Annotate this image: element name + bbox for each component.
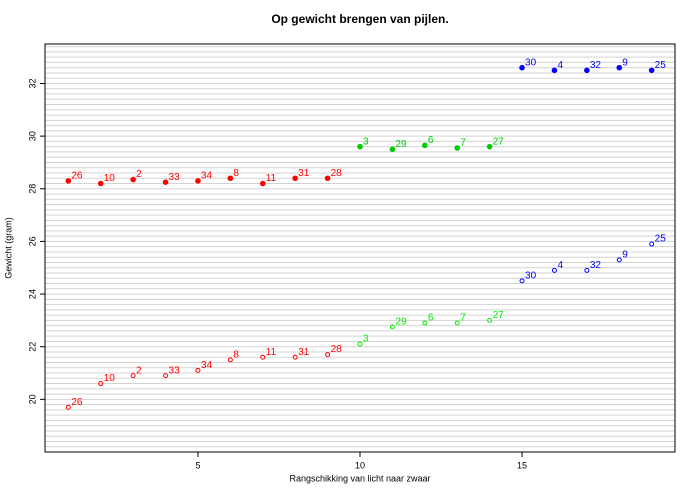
y-tick-label: 22 xyxy=(27,342,37,352)
point-label: 11 xyxy=(266,173,277,184)
point-label: 10 xyxy=(104,373,116,384)
point xyxy=(98,381,104,387)
plot-frame xyxy=(44,43,676,453)
point-label: 27 xyxy=(493,310,505,321)
point-label: 26 xyxy=(71,397,83,408)
point-label: 4 xyxy=(557,260,563,271)
point-label: 3 xyxy=(363,136,369,147)
point xyxy=(519,278,525,284)
chart-title: Op gewicht brengen van pijlen. xyxy=(271,12,448,26)
y-tick-label: 26 xyxy=(27,236,37,246)
point-label: 32 xyxy=(590,60,602,71)
point xyxy=(324,175,331,182)
point-label: 29 xyxy=(395,139,407,150)
point-label: 32 xyxy=(590,260,602,271)
point xyxy=(130,176,136,183)
x-tick-label: 15 xyxy=(517,460,527,470)
x-tick-label: 5 xyxy=(195,460,200,470)
point-label: 33 xyxy=(169,365,181,376)
point xyxy=(422,142,428,149)
point xyxy=(389,324,395,330)
point-label: 30 xyxy=(525,271,537,282)
point-label: 31 xyxy=(298,168,310,179)
point xyxy=(292,354,298,360)
point-label: 31 xyxy=(298,347,310,358)
point-label: 9 xyxy=(622,249,628,260)
point xyxy=(65,178,72,184)
point xyxy=(389,146,396,153)
y-tick-label: 20 xyxy=(27,394,37,404)
point xyxy=(519,64,525,71)
y-tick-label: 24 xyxy=(27,289,37,299)
point xyxy=(97,180,104,187)
point xyxy=(130,373,136,379)
point xyxy=(454,145,461,151)
point-label: 9 xyxy=(622,57,628,68)
point-label: 7 xyxy=(460,313,466,324)
point-label: 11 xyxy=(266,347,277,358)
point-label: 33 xyxy=(169,172,181,183)
point xyxy=(486,143,493,150)
point xyxy=(422,320,428,326)
point xyxy=(227,175,234,182)
point xyxy=(260,354,266,360)
x-tick-label: 10 xyxy=(355,460,365,470)
point xyxy=(551,67,558,74)
point-label: 28 xyxy=(331,168,343,179)
x-axis-label: Rangschikking van licht naar zwaar xyxy=(289,473,430,483)
point xyxy=(584,267,590,273)
point xyxy=(551,267,557,273)
point-label: 3 xyxy=(363,334,369,345)
point xyxy=(616,64,623,71)
point xyxy=(357,143,363,150)
point-label: 30 xyxy=(525,57,537,68)
point-label: 29 xyxy=(395,317,407,328)
point-label: 25 xyxy=(655,234,667,245)
y-tick-label: 30 xyxy=(27,131,37,141)
point-label: 34 xyxy=(201,171,213,182)
point xyxy=(454,320,460,326)
point xyxy=(195,367,201,373)
point-label: 7 xyxy=(460,138,466,149)
point-label: 26 xyxy=(71,171,83,182)
y-axis-label: Gewicht (gram) xyxy=(3,217,13,279)
point xyxy=(487,317,493,323)
point xyxy=(162,179,169,185)
y-tick-label: 32 xyxy=(27,78,37,88)
point xyxy=(65,404,71,410)
point xyxy=(259,180,266,187)
point xyxy=(292,175,298,182)
point xyxy=(195,178,201,184)
point-label: 28 xyxy=(331,344,343,355)
point-label: 34 xyxy=(201,360,213,371)
point xyxy=(357,341,363,347)
y-tick-label: 28 xyxy=(27,184,37,194)
point-label: 4 xyxy=(557,60,563,71)
point xyxy=(648,67,655,74)
point-label: 10 xyxy=(104,173,116,184)
point xyxy=(616,257,622,263)
point-label: 2 xyxy=(136,365,142,376)
point-label: 2 xyxy=(136,169,142,180)
point-label: 8 xyxy=(233,168,239,179)
point xyxy=(163,373,169,379)
point-label: 6 xyxy=(428,135,434,146)
point xyxy=(584,67,590,74)
point xyxy=(325,352,331,358)
point xyxy=(227,357,233,363)
point xyxy=(649,241,655,247)
point-label: 8 xyxy=(233,350,239,361)
point-label: 6 xyxy=(428,313,434,324)
point-label: 27 xyxy=(493,136,505,147)
point-label: 25 xyxy=(655,60,667,71)
